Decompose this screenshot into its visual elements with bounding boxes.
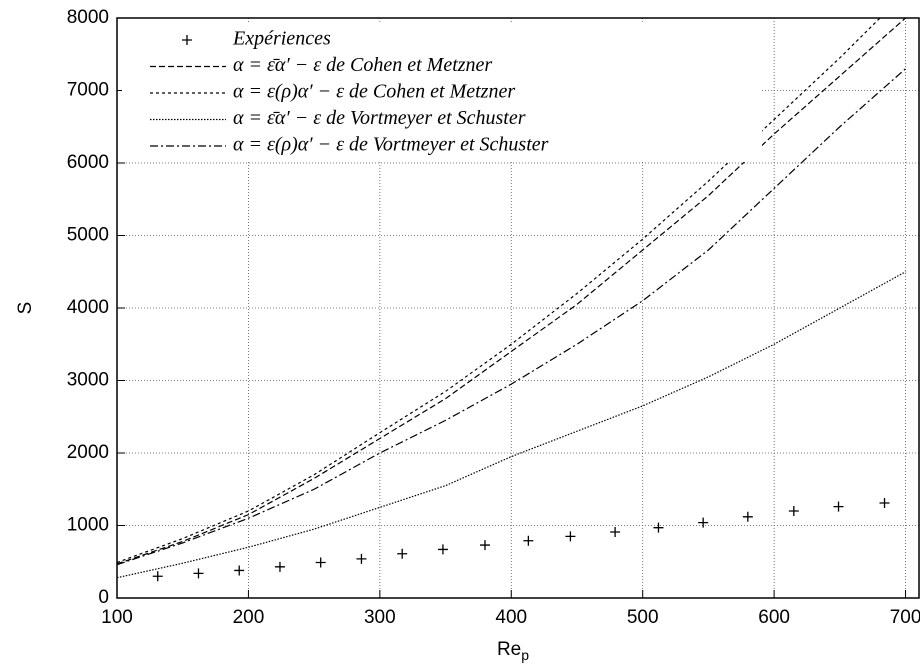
- y-tick-label: 4000: [67, 297, 109, 318]
- legend-bg: [122, 24, 762, 162]
- point: [565, 531, 576, 542]
- point: [698, 517, 709, 528]
- point: [653, 522, 664, 533]
- legend-label: Expériences: [232, 28, 331, 50]
- y-tick-label: 5000: [67, 225, 109, 246]
- point: [356, 553, 367, 564]
- line: [117, 68, 906, 566]
- y-tick-label: 1000: [67, 515, 109, 536]
- line: [117, 18, 906, 565]
- legend-label: α = ε(ρ)α′ − ε de Cohen et Metzner: [233, 81, 515, 103]
- y-tick-label: 6000: [67, 152, 109, 173]
- point: [523, 535, 534, 546]
- x-tick-label: 600: [758, 607, 790, 628]
- x-axis-label: Rep: [497, 639, 529, 663]
- legend-marker: [182, 35, 192, 45]
- x-axis-label-sub: p: [521, 647, 529, 663]
- y-tick-label: 8000: [67, 7, 109, 28]
- x-tick-label: 300: [364, 607, 396, 628]
- point: [315, 557, 326, 568]
- y-tick-label: 2000: [67, 442, 109, 463]
- legend-label: α = ε̄α′ − ε de Cohen et Metzner: [233, 54, 492, 76]
- point: [193, 568, 204, 579]
- point: [437, 544, 448, 555]
- y-axis-label: S: [15, 302, 36, 315]
- x-tick-label: 400: [495, 607, 527, 628]
- y-tick-label: 7000: [67, 80, 109, 101]
- point: [742, 511, 753, 522]
- y-tick-label: 0: [98, 587, 109, 608]
- x-tick-label: 100: [101, 607, 133, 628]
- point: [879, 498, 890, 509]
- line: [117, 18, 881, 564]
- point: [152, 571, 163, 582]
- x-axis-label-main: Re: [497, 639, 521, 660]
- x-tick-label: 500: [627, 607, 659, 628]
- y-tick-label: 3000: [67, 370, 109, 391]
- point: [788, 506, 799, 516]
- point: [234, 565, 245, 576]
- legend-label: α = ε(ρ)α′ − ε de Vortmeyer et Schuster: [233, 134, 549, 156]
- legend-label: α = ε̄α′ − ε de Vortmeyer et Schuster: [233, 107, 526, 129]
- x-tick-label: 700: [890, 607, 920, 628]
- point: [274, 561, 285, 572]
- point: [397, 548, 408, 559]
- point: [610, 527, 621, 538]
- point: [833, 501, 844, 512]
- point: [479, 540, 490, 551]
- line: [117, 271, 906, 579]
- x-tick-label: 200: [233, 607, 265, 628]
